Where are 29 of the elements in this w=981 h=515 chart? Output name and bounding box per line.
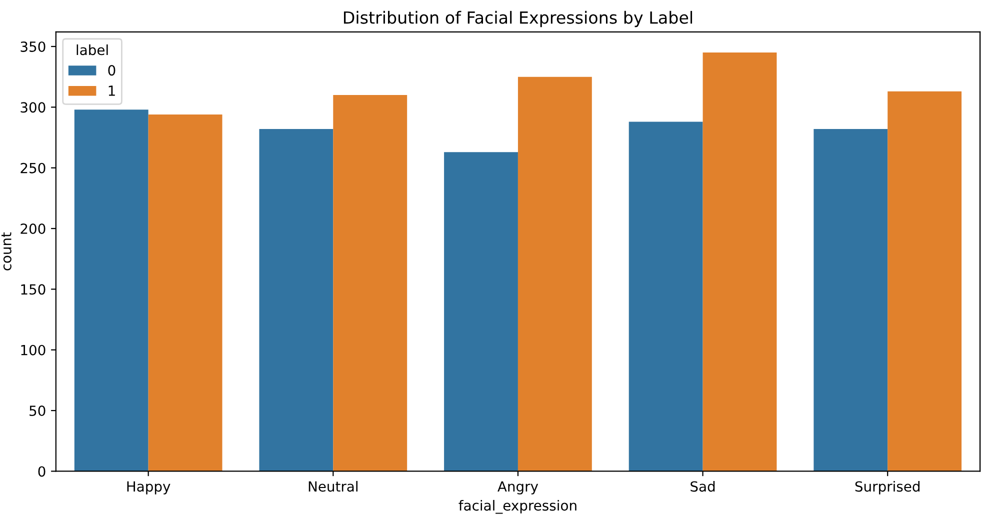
- bar: [628, 122, 703, 472]
- bar: [888, 91, 962, 472]
- bar: [333, 95, 408, 472]
- bar: [518, 76, 592, 472]
- y-tick-label: 100: [21, 344, 46, 356]
- legend-label: 1: [108, 86, 115, 96]
- y-axis-title: count: [1, 232, 12, 270]
- y-tick-label: 300: [20, 102, 46, 113]
- bar: [74, 110, 148, 472]
- x-axis-title: facial_expression: [458, 500, 576, 514]
- bar: [702, 52, 777, 472]
- bar: [814, 129, 888, 472]
- legend-label: 0: [108, 65, 116, 76]
- bar: [259, 129, 334, 472]
- x-tick-label: Neutral: [308, 480, 358, 492]
- y-tick-label: 350: [20, 41, 46, 52]
- x-tick-label: Happy: [127, 481, 170, 494]
- y-tick-label: 150: [21, 284, 46, 295]
- y-tick-label: 200: [20, 223, 46, 234]
- legend-title: label: [76, 44, 108, 56]
- y-tick-label: 50: [30, 406, 46, 416]
- x-tick-label: Angry: [498, 481, 538, 494]
- y-tick-label: 0: [38, 466, 46, 477]
- bar: [444, 152, 518, 472]
- bar: [148, 114, 222, 472]
- x-tick-label: Sad: [690, 480, 715, 492]
- chart-title: Distribution of Facial Expressions by Label: [344, 10, 692, 28]
- x-tick-label: Surprised: [855, 480, 920, 494]
- y-tick-label: 250: [20, 162, 46, 174]
